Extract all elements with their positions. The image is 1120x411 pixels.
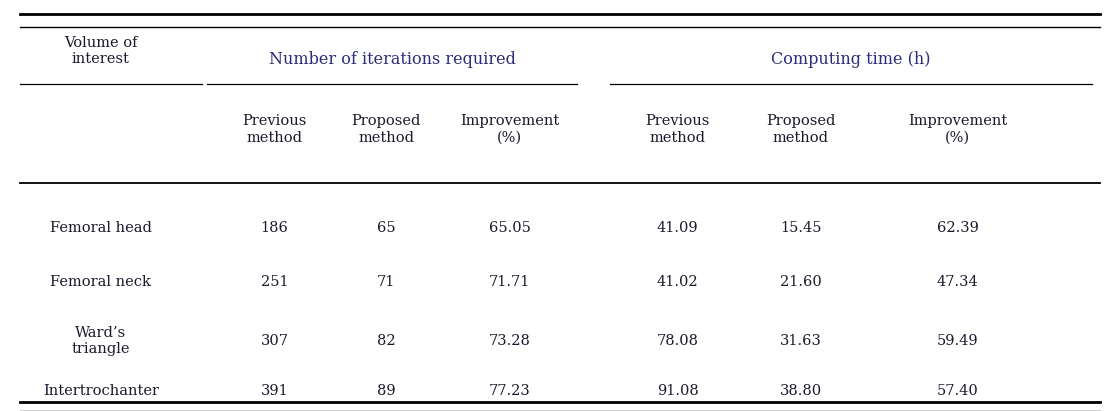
Text: 186: 186 xyxy=(261,221,288,235)
Text: 78.08: 78.08 xyxy=(656,334,699,348)
Text: Proposed
method: Proposed method xyxy=(352,114,421,145)
Text: 15.45: 15.45 xyxy=(780,221,822,235)
Text: 65: 65 xyxy=(377,221,395,235)
Text: 62.39: 62.39 xyxy=(936,221,979,235)
Text: Femoral head: Femoral head xyxy=(50,221,151,235)
Text: Previous
method: Previous method xyxy=(242,114,307,145)
Text: 41.09: 41.09 xyxy=(656,221,699,235)
Text: Previous
method: Previous method xyxy=(645,114,710,145)
Text: Volume of
interest: Volume of interest xyxy=(64,36,138,67)
Text: 251: 251 xyxy=(261,275,288,289)
Text: 71: 71 xyxy=(377,275,395,289)
Text: 307: 307 xyxy=(260,334,288,348)
Text: 38.80: 38.80 xyxy=(780,384,822,398)
Text: Number of iterations required: Number of iterations required xyxy=(269,51,515,68)
Text: 71.71: 71.71 xyxy=(489,275,530,289)
Text: Improvement
(%): Improvement (%) xyxy=(460,114,559,145)
Text: 77.23: 77.23 xyxy=(488,384,531,398)
Text: 57.40: 57.40 xyxy=(936,384,979,398)
Text: Ward’s
triangle: Ward’s triangle xyxy=(72,326,130,356)
Text: Computing time (h): Computing time (h) xyxy=(772,51,931,68)
Text: 391: 391 xyxy=(261,384,288,398)
Text: 41.02: 41.02 xyxy=(656,275,699,289)
Text: Intertrochanter: Intertrochanter xyxy=(43,384,159,398)
Text: 47.34: 47.34 xyxy=(936,275,979,289)
Text: 73.28: 73.28 xyxy=(488,334,531,348)
Text: 82: 82 xyxy=(377,334,395,348)
Text: 59.49: 59.49 xyxy=(936,334,979,348)
Text: 21.60: 21.60 xyxy=(780,275,822,289)
Text: 31.63: 31.63 xyxy=(780,334,822,348)
Text: Improvement
(%): Improvement (%) xyxy=(908,114,1007,145)
Text: 65.05: 65.05 xyxy=(488,221,531,235)
Text: Femoral neck: Femoral neck xyxy=(50,275,151,289)
Text: 91.08: 91.08 xyxy=(656,384,699,398)
Text: Proposed
method: Proposed method xyxy=(766,114,836,145)
Text: 89: 89 xyxy=(377,384,395,398)
